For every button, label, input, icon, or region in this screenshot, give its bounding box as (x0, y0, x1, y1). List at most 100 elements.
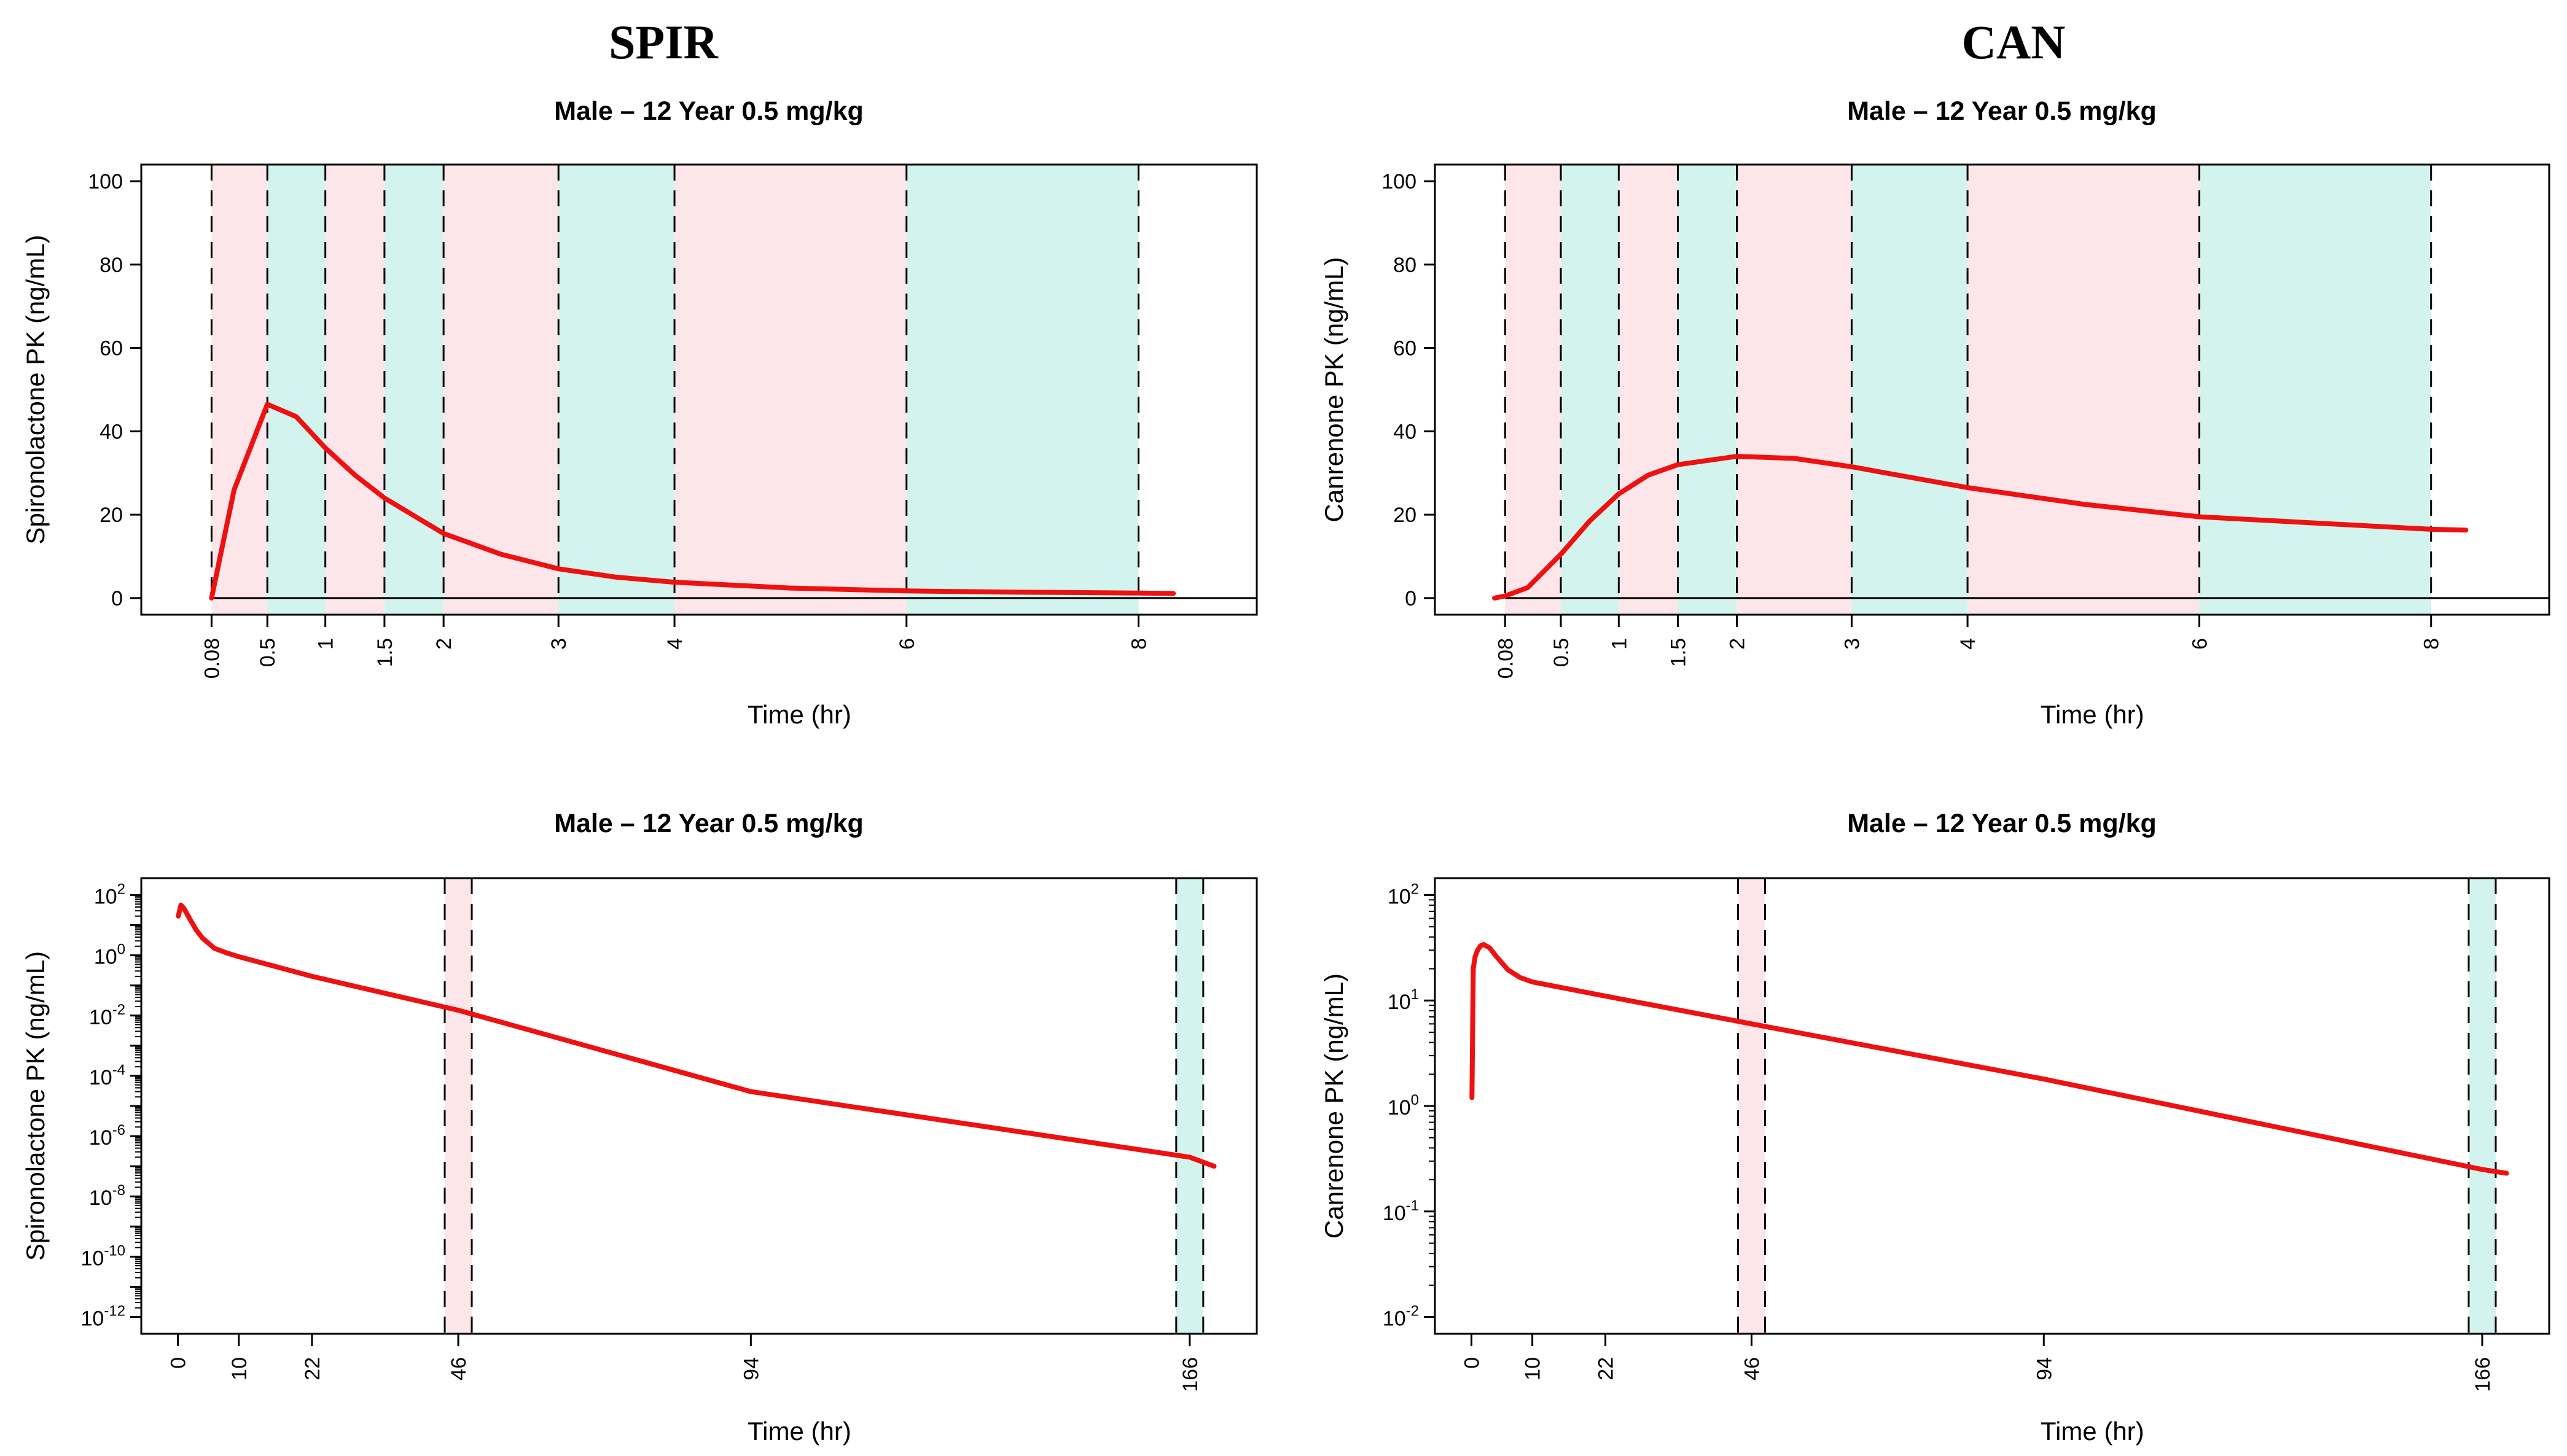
chart-title: Male – 12 Year 0.5 mg/kg (1847, 809, 2157, 838)
data-curve (176, 902, 1217, 1169)
plot-frame (140, 877, 1258, 1335)
band-teal (1176, 878, 1203, 1334)
y-axis-label: Canrenone PK (ng/mL) (1319, 257, 1348, 523)
x-tick-label: 46 (1740, 1357, 1764, 1380)
tick-exponent: 2 (1411, 881, 1419, 897)
section-title-spir: SPIR (609, 15, 719, 69)
x-tick-label: 94 (2033, 1357, 2056, 1380)
tick-exponent: -1 (1406, 1197, 1419, 1214)
y-axis-label: Spironolactone PK (ng/mL) (21, 951, 50, 1261)
tick-base: 10 (80, 1307, 104, 1331)
x-axis: 0.08 0.5 1 1.5 2 3 4 6 8 (1494, 615, 2444, 679)
band-pink (1967, 165, 2200, 615)
band-teal (558, 165, 675, 615)
tick-base: 10 (89, 1006, 112, 1029)
x-tick-label: 166 (1179, 1357, 1202, 1392)
y-tick-label: 102 (1388, 881, 1419, 908)
band-pink (443, 165, 559, 615)
chart-title: Male – 12 Year 0.5 mg/kg (554, 809, 864, 838)
y-tick-label: 10-2 (1383, 1303, 1419, 1331)
y-tick-label: 10-2 (89, 1002, 125, 1029)
chart-can-linear: 0 20 40 60 80 100 0.08 0.5 1 1.5 2 3 4 6 8 Male – 12 Ye… (1319, 96, 2550, 729)
x-tick-label: 3 (1840, 638, 1864, 650)
band-pink (325, 165, 385, 615)
tick-exponent: -8 (112, 1182, 125, 1199)
y-axis: 0 20 40 60 80 100 (88, 170, 141, 610)
shaded-bands (445, 878, 1203, 1334)
tick-exponent: -6 (112, 1122, 125, 1139)
x-tick-label: 8 (2420, 638, 2444, 650)
y-tick-label: 10-12 (80, 1303, 125, 1331)
x-tick-label: 6 (2188, 638, 2211, 650)
section-title-can: CAN (1962, 15, 2066, 69)
tick-base: 10 (89, 1126, 112, 1150)
x-tick-label: 10 (228, 1357, 251, 1380)
y-tick-label: 40 (100, 420, 123, 443)
band-pink (211, 165, 268, 615)
x-tick-label: 0.5 (256, 638, 279, 667)
x-tick-label: 0 (167, 1357, 190, 1369)
chart-title: Male – 12 Year 0.5 mg/kg (1847, 96, 2157, 126)
tick-base: 10 (1383, 1202, 1406, 1225)
x-tick-label: 4 (663, 638, 687, 650)
tick-exponent: -2 (1406, 1303, 1419, 1320)
y-tick-label: 10-6 (89, 1122, 125, 1150)
dashed-lines (1504, 165, 2432, 598)
x-tick-label: 0.08 (200, 638, 224, 679)
tick-exponent: -10 (104, 1242, 125, 1259)
plot-frame (140, 163, 1258, 616)
band-teal (906, 165, 1139, 615)
tick-base: 10 (1388, 1096, 1411, 1119)
plot-frame (1434, 877, 2550, 1335)
dashed-lines (1737, 878, 2497, 1334)
x-tick-label: 6 (896, 638, 919, 650)
y-tick-label: 10-4 (89, 1062, 125, 1089)
band-teal (1678, 165, 1737, 615)
tick-exponent: 0 (117, 941, 125, 958)
tick-exponent: -4 (112, 1062, 125, 1078)
band-pink (1619, 165, 1678, 615)
tick-base: 10 (1388, 991, 1411, 1014)
x-axis: 0 10 22 46 94 166 (1460, 1334, 2495, 1392)
tick-exponent: -2 (112, 1002, 125, 1018)
y-axis-label: Spironolactone PK (ng/mL) (21, 235, 50, 544)
x-tick-label: 1.5 (1666, 638, 1690, 667)
x-tick-label: 2 (1726, 638, 1749, 650)
x-tick-label: 0.5 (1550, 638, 1573, 667)
y-tick-label: 10-10 (80, 1242, 125, 1270)
x-tick-label: 94 (740, 1357, 763, 1380)
band-pink (1738, 878, 1765, 1334)
band-pink (1737, 165, 1852, 615)
band-teal (2199, 165, 2431, 615)
tick-base: 10 (89, 1066, 112, 1089)
tick-base: 10 (80, 1247, 104, 1270)
x-axis-label: Time (hr) (748, 1417, 851, 1446)
x-tick-label: 3 (547, 638, 571, 650)
y-tick-label: 102 (94, 881, 125, 908)
y-tick-label: 100 (1381, 170, 1416, 193)
y-tick-label: 100 (94, 941, 125, 969)
x-tick-label: 0 (1460, 1357, 1483, 1369)
tick-exponent: 1 (1411, 986, 1419, 1003)
tick-exponent: -12 (104, 1303, 125, 1320)
shaded-bands (211, 165, 1139, 615)
y-tick-label: 0 (111, 587, 123, 610)
x-tick-label: 22 (301, 1357, 324, 1380)
x-tick-label: 1.5 (373, 638, 397, 667)
chart-title: Male – 12 Year 0.5 mg/kg (554, 96, 864, 126)
tick-base: 10 (94, 885, 117, 908)
dashed-lines (443, 878, 1205, 1334)
x-tick-label: 0.08 (1494, 638, 1517, 679)
y-tick-label: 40 (1393, 420, 1416, 443)
plot-frame (1434, 163, 2550, 616)
tick-base: 10 (1383, 1307, 1406, 1331)
x-tick-label: 2 (432, 638, 456, 650)
y-tick-label: 10-8 (89, 1182, 125, 1210)
x-axis-label: Time (hr) (2041, 700, 2144, 729)
band-pink (674, 165, 907, 615)
data-curve (1469, 942, 2509, 1176)
